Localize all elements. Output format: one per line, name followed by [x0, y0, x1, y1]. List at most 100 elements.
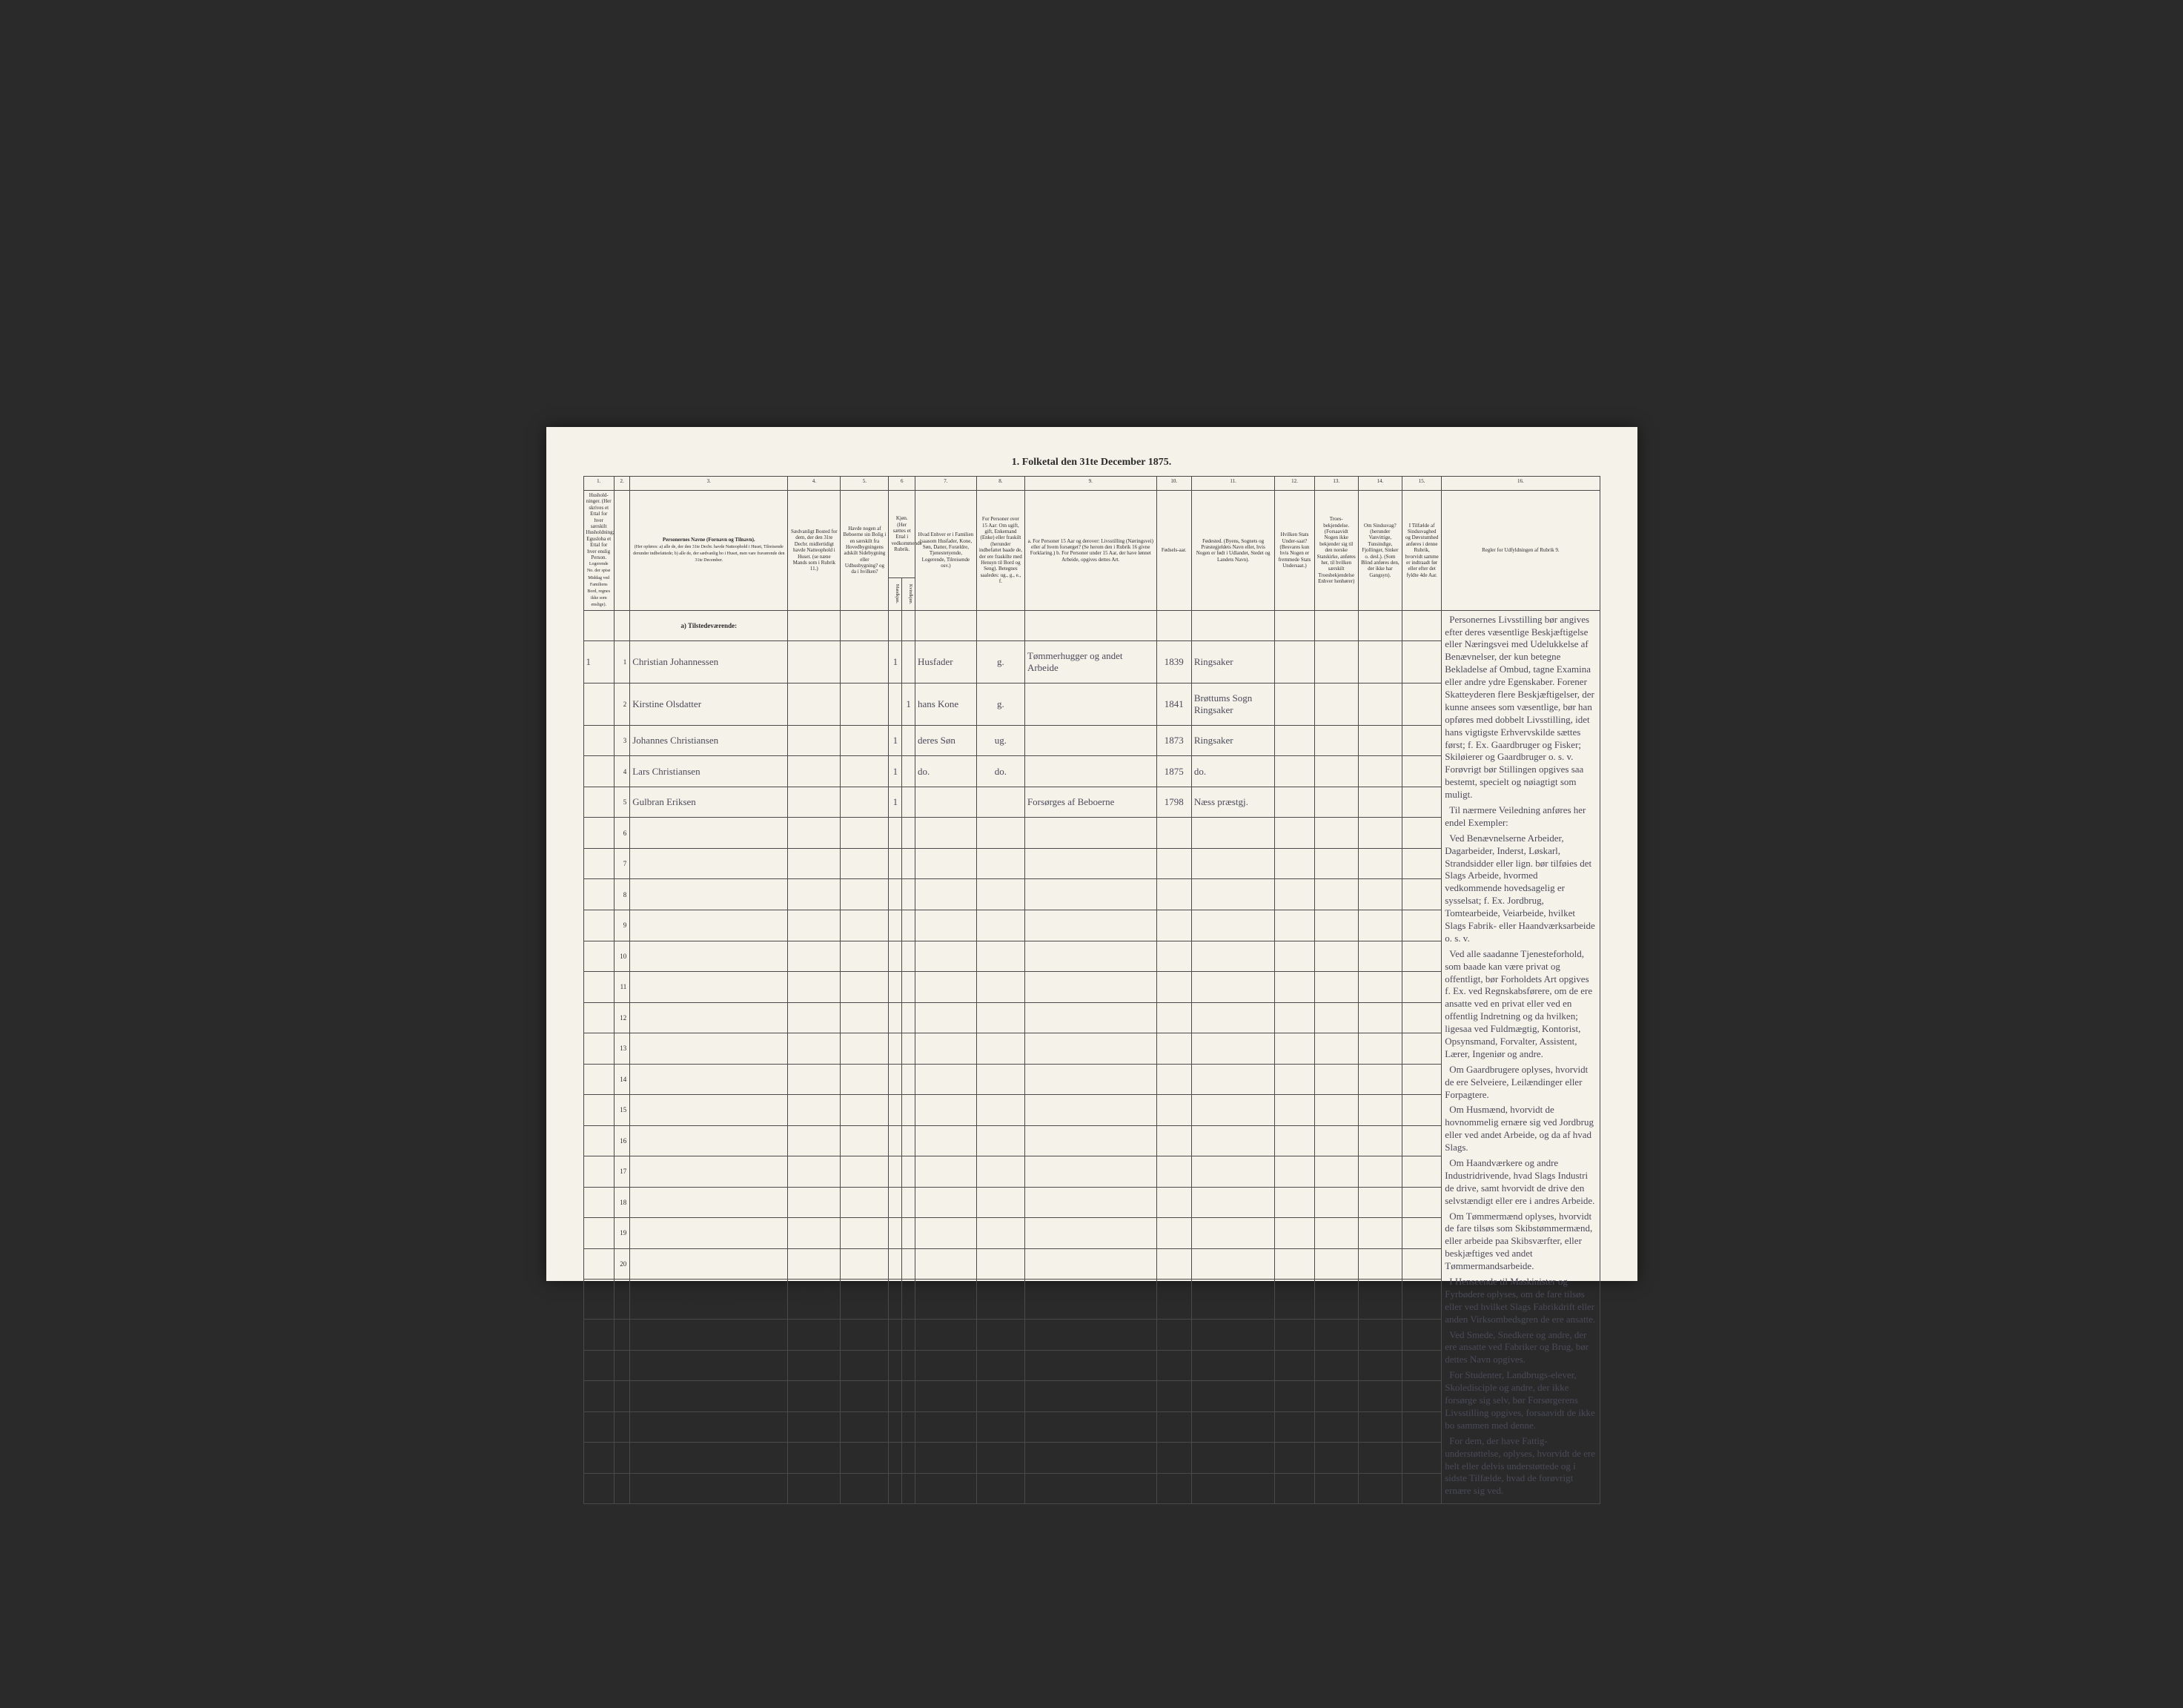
- cell-rownum: 8: [614, 879, 629, 910]
- cell-rownum: 1: [614, 1320, 629, 1351]
- cell-name: Christian Johannessen: [630, 641, 788, 683]
- cell-family: [915, 1248, 976, 1280]
- cell-rownum: 12: [614, 1002, 629, 1033]
- cell-birthplace: [1191, 1033, 1274, 1065]
- cell-rownum: 3: [614, 1381, 629, 1412]
- cell-faith: [1314, 879, 1358, 910]
- cell-household: [583, 1064, 614, 1095]
- cell-birthyear: [1156, 1002, 1191, 1033]
- cell-family: hans Kone: [915, 683, 976, 726]
- cell-female: [902, 879, 915, 910]
- cell-residence: [788, 683, 841, 726]
- cell-residence: [788, 725, 841, 756]
- cell-family: do.: [915, 756, 976, 787]
- cell-occupation: [1024, 848, 1156, 879]
- cell-female: [902, 848, 915, 879]
- cell-rownum: 6: [614, 1473, 629, 1504]
- cell-female: 1: [902, 683, 915, 726]
- cell-infirm: [1358, 787, 1402, 818]
- cell-name: [630, 972, 788, 1003]
- cell-household: [583, 1187, 614, 1218]
- cell-birthyear: 1873: [1156, 725, 1191, 756]
- cell-birthplace: [1191, 818, 1274, 849]
- col-num-1: 1.: [583, 477, 614, 491]
- cell-faith: [1314, 1064, 1358, 1095]
- header-male: Mandkjøn.: [889, 577, 902, 610]
- cell-male: [889, 1095, 902, 1126]
- cell-infirm: [1358, 879, 1402, 910]
- cell-female: [902, 1187, 915, 1218]
- cell-rownum: 9: [614, 910, 629, 941]
- header-names: Personernes Navne (Fornavn og Tilnavn).(…: [630, 491, 788, 611]
- cell-citizenship: [1275, 1187, 1314, 1218]
- cell-infirm-age: [1402, 972, 1441, 1003]
- cell-residence: [788, 1218, 841, 1249]
- cell-female: [902, 1218, 915, 1249]
- cell-marital: [976, 1248, 1024, 1280]
- cell-citizenship: [1275, 1095, 1314, 1126]
- header-residence: Sædvanligt Bosted for dem, der den 31te …: [788, 491, 841, 611]
- cell-name: [630, 818, 788, 849]
- cell-birthplace: [1191, 1248, 1274, 1280]
- cell-outbuilding: [841, 879, 889, 910]
- cell-citizenship: [1275, 1125, 1314, 1156]
- col-num-8: 8.: [976, 477, 1024, 491]
- cell-infirm: [1358, 818, 1402, 849]
- cell-male: [889, 818, 902, 849]
- rules-paragraph: Ved Benævnelserne Arbeider, Dagarbeider,…: [1445, 833, 1596, 945]
- cell-family: [915, 972, 976, 1003]
- cell-family: [915, 941, 976, 972]
- header-female: Kvindkjøn.: [902, 577, 915, 610]
- cell-male: [889, 1033, 902, 1065]
- cell-faith: [1314, 683, 1358, 726]
- cell-residence: [788, 1156, 841, 1188]
- rules-paragraph: For Studenter, Landbrugs-elever, Skoledi…: [1445, 1369, 1596, 1431]
- cell-infirm-age: [1402, 787, 1441, 818]
- cell-marital: [976, 1033, 1024, 1065]
- cell-infirm-age: [1402, 1125, 1441, 1156]
- cell-faith: [1314, 1125, 1358, 1156]
- cell-faith: [1314, 910, 1358, 941]
- cell-occupation: [1024, 1064, 1156, 1095]
- cell-faith: [1314, 756, 1358, 787]
- cell-infirm-age: [1402, 879, 1441, 910]
- cell-marital: g.: [976, 683, 1024, 726]
- cell-female: [902, 1156, 915, 1188]
- header-birthyear: Fødsels-aar.: [1156, 491, 1191, 611]
- cell-infirm: [1358, 1064, 1402, 1095]
- cell-outbuilding: [841, 941, 889, 972]
- cell-name: [630, 1218, 788, 1249]
- cell-marital: do.: [976, 756, 1024, 787]
- cell-marital: [976, 910, 1024, 941]
- cell-birthplace: [1191, 1002, 1274, 1033]
- header-infirm: Om Sindssvag? (herunder Vanvittige, Tuns…: [1358, 491, 1402, 611]
- cell-birthyear: 1839: [1156, 641, 1191, 683]
- cell-household: [583, 972, 614, 1003]
- cell-male: [889, 1187, 902, 1218]
- cell-marital: [976, 879, 1024, 910]
- cell-household: [583, 756, 614, 787]
- cell-residence: [788, 848, 841, 879]
- cell-male: [889, 972, 902, 1003]
- cell-occupation: [1024, 1248, 1156, 1280]
- cell-citizenship: [1275, 756, 1314, 787]
- cell-infirm: [1358, 641, 1402, 683]
- col-num-3: 3.: [630, 477, 788, 491]
- cell-citizenship: [1275, 879, 1314, 910]
- cell-family: [915, 910, 976, 941]
- cell-residence: [788, 1187, 841, 1218]
- cell-infirm-age: [1402, 1064, 1441, 1095]
- cell-infirm: [1358, 725, 1402, 756]
- cell-household: [583, 848, 614, 879]
- cell-residence: [788, 879, 841, 910]
- cell-residence: [788, 1125, 841, 1156]
- cell-marital: [976, 848, 1024, 879]
- cell-name: [630, 1064, 788, 1095]
- cell-name: [630, 879, 788, 910]
- cell-rownum: 11: [614, 972, 629, 1003]
- cell-birthplace: do.: [1191, 756, 1274, 787]
- header-faith: Troes-bekjendelse. (Forsaavidt Nogen ikk…: [1314, 491, 1358, 611]
- col-num-15: 15.: [1402, 477, 1441, 491]
- cell-occupation: [1024, 756, 1156, 787]
- cell-infirm-age: [1402, 641, 1441, 683]
